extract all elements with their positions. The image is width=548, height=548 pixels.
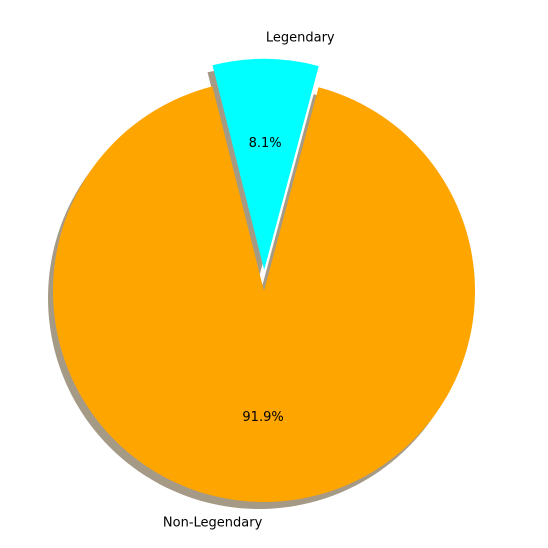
pie-slice-legendary bbox=[212, 58, 319, 270]
slice-label-legendary: Legendary bbox=[266, 30, 335, 45]
pie-wedge-group bbox=[53, 58, 475, 502]
slice-percent-non-legendary: 91.9% bbox=[242, 410, 283, 425]
slice-label-non-legendary: Non-Legendary bbox=[163, 516, 263, 531]
pie-slice-non-legendary bbox=[53, 86, 475, 502]
slice-percent-legendary: 8.1% bbox=[249, 136, 282, 151]
pie-label-group: Legendary 8.1% Non-Legendary 91.9% bbox=[163, 30, 335, 530]
